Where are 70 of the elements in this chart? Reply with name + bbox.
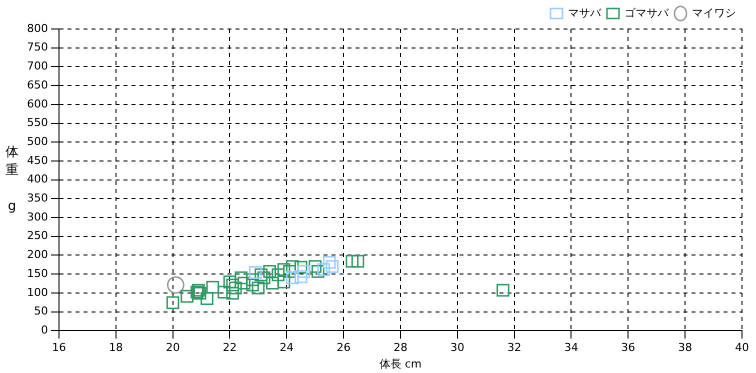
point bbox=[308, 260, 322, 273]
x-tick-label: 24 bbox=[280, 341, 294, 354]
point bbox=[223, 276, 236, 288]
point bbox=[226, 286, 239, 300]
y-tick-label: 450 bbox=[26, 154, 48, 167]
point bbox=[200, 292, 214, 305]
point bbox=[246, 278, 259, 292]
point bbox=[297, 265, 310, 278]
x-tick-label: 40 bbox=[735, 341, 749, 354]
y-tick-label: 250 bbox=[26, 229, 48, 242]
y-tick-label: 100 bbox=[26, 286, 48, 299]
point bbox=[238, 276, 250, 290]
point bbox=[322, 256, 336, 269]
point bbox=[193, 286, 206, 300]
y-tick-label: 0 bbox=[40, 323, 48, 336]
point bbox=[286, 271, 299, 284]
point bbox=[326, 260, 339, 273]
x-tick-label: 20 bbox=[166, 341, 180, 354]
point bbox=[229, 282, 242, 294]
x-tick-label: 18 bbox=[108, 341, 123, 354]
y-tick-label: 350 bbox=[26, 192, 48, 205]
y-tick-label: 650 bbox=[26, 78, 48, 92]
point bbox=[294, 270, 308, 284]
point bbox=[226, 278, 239, 292]
x-tick-label: 38 bbox=[678, 341, 692, 354]
y-tick-label: 500 bbox=[26, 134, 48, 148]
point bbox=[218, 286, 230, 299]
point bbox=[312, 265, 324, 278]
y-tick-label: 400 bbox=[26, 172, 48, 186]
x-tick-label: 36 bbox=[621, 341, 636, 354]
point bbox=[206, 280, 220, 294]
point bbox=[254, 268, 268, 282]
x-axis-title: 体長 cm bbox=[379, 357, 422, 370]
x-tick-label: 28 bbox=[394, 341, 408, 354]
x-tick-label: 22 bbox=[222, 341, 237, 354]
y-tick-label: 800 bbox=[26, 22, 48, 35]
point bbox=[277, 276, 290, 288]
point bbox=[346, 254, 359, 268]
point bbox=[351, 254, 364, 268]
point bbox=[248, 266, 262, 279]
point bbox=[317, 263, 330, 276]
x-tick-label: 16 bbox=[52, 341, 66, 354]
point bbox=[252, 282, 265, 294]
point bbox=[263, 265, 276, 278]
point bbox=[294, 260, 308, 274]
y-tick-label: 750 bbox=[26, 40, 48, 54]
point bbox=[180, 290, 194, 303]
point bbox=[272, 268, 285, 282]
y-tick-label: 550 bbox=[26, 116, 48, 130]
point bbox=[277, 263, 290, 276]
legend-label: マイワシ bbox=[692, 6, 736, 20]
y-tick-label: 700 bbox=[26, 60, 48, 73]
y-tick-label: 150 bbox=[26, 266, 48, 280]
point bbox=[166, 276, 184, 294]
point bbox=[257, 271, 270, 284]
text: 体重 g bbox=[6, 145, 18, 214]
point bbox=[166, 296, 180, 310]
y-tick-label: 200 bbox=[26, 248, 48, 262]
x-tick-label: 32 bbox=[507, 341, 522, 354]
point bbox=[266, 276, 279, 290]
y-tick-label: 600 bbox=[26, 97, 48, 110]
y-tick-label: 300 bbox=[26, 210, 48, 224]
legend-label: マサバ bbox=[568, 6, 602, 20]
y-tick-label: 50 bbox=[34, 304, 48, 318]
x-tick-label: 30 bbox=[450, 341, 464, 354]
x-tick-label: 34 bbox=[564, 341, 578, 354]
x-tick-label: 26 bbox=[336, 341, 351, 354]
legend-label: ゴマサバ bbox=[624, 6, 670, 20]
point bbox=[496, 284, 510, 297]
point bbox=[234, 271, 248, 284]
